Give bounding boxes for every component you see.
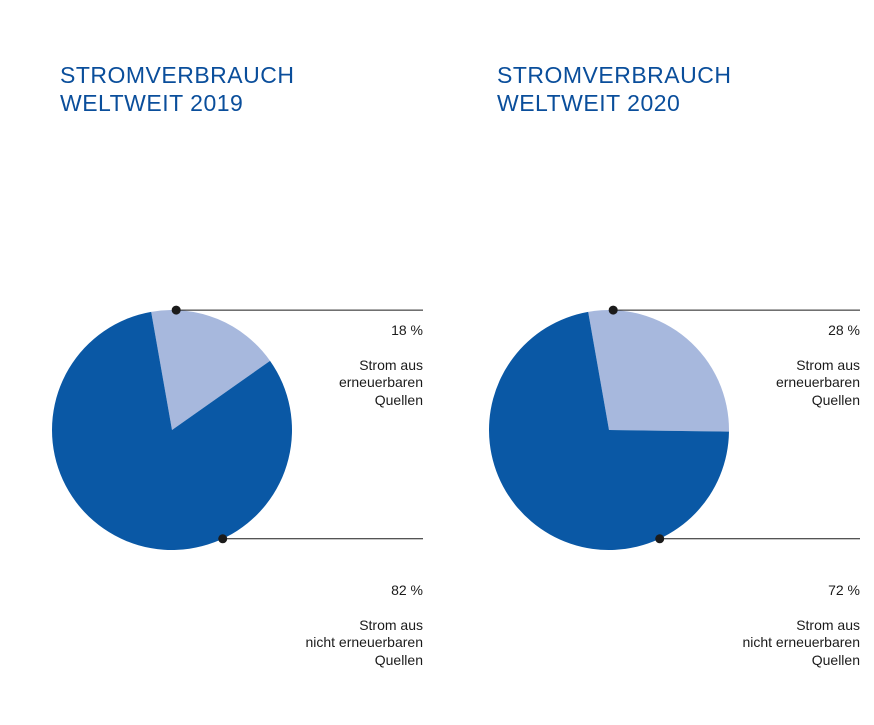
- txt-2020-nonrenewable: Strom aus nicht erneuerbaren Quellen: [742, 617, 860, 670]
- pct-2019-nonrenewable: 82 %: [305, 582, 423, 600]
- label-2020-nonrenewable: 72 % Strom aus nicht erneuerbaren Quelle…: [742, 564, 860, 687]
- charts-container: STROMVERBRAUCH WELTWEIT 2019 18 % Strom …: [0, 0, 874, 725]
- panel-2019: STROMVERBRAUCH WELTWEIT 2019 18 % Strom …: [0, 0, 437, 725]
- pct-2019-renewable: 18 %: [339, 322, 423, 340]
- label-2019-renewable: 18 % Strom aus erneuerbaren Quellen: [339, 304, 423, 427]
- txt-2019-renewable: Strom aus erneuerbaren Quellen: [339, 357, 423, 410]
- label-2020-renewable: 28 % Strom aus erneuerbaren Quellen: [776, 304, 860, 427]
- pct-2020-renewable: 28 %: [776, 322, 860, 340]
- txt-2020-renewable: Strom aus erneuerbaren Quellen: [776, 357, 860, 410]
- panel-2020: STROMVERBRAUCH WELTWEIT 2020 28 % Strom …: [437, 0, 874, 725]
- pct-2020-nonrenewable: 72 %: [742, 582, 860, 600]
- txt-2019-nonrenewable: Strom aus nicht erneuerbaren Quellen: [305, 617, 423, 670]
- label-2019-nonrenewable: 82 % Strom aus nicht erneuerbaren Quelle…: [305, 564, 423, 687]
